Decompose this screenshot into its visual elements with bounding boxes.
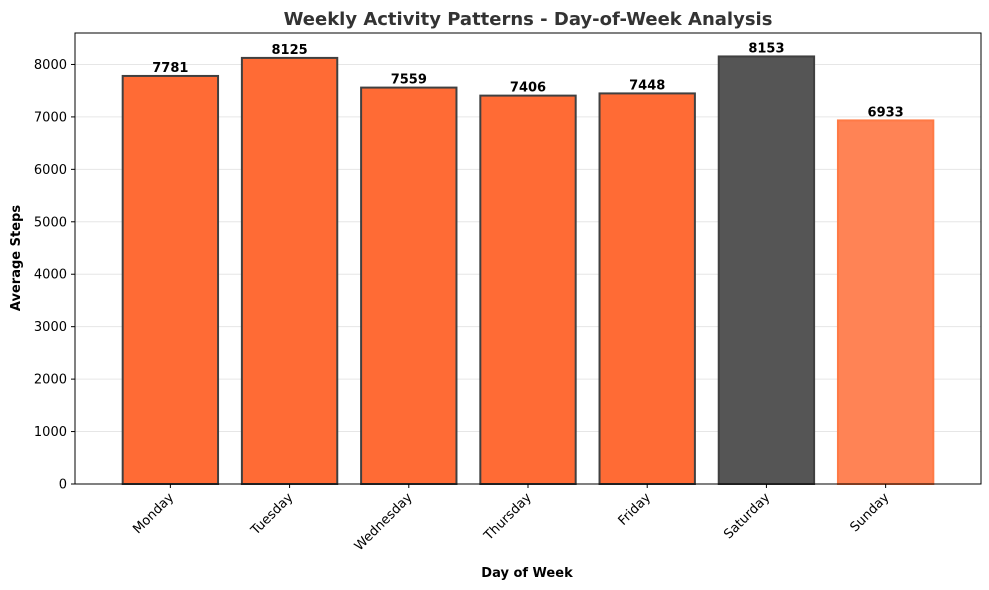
y-tick-label: 0: [59, 478, 67, 493]
x-tick-label: Thursday: [481, 490, 535, 544]
y-tick-label: 4000: [34, 268, 67, 283]
bar-thursday: [479, 94, 577, 486]
x-tick-label: Wednesday: [352, 490, 416, 554]
y-tick-label: 6000: [34, 163, 67, 178]
y-tick-label: 3000: [34, 320, 67, 335]
x-axis-label: Day of Week: [481, 566, 573, 581]
x-tick-label: Friday: [616, 490, 655, 529]
data-label: 7781: [152, 61, 188, 76]
x-tick-label: Sunday: [847, 490, 892, 535]
y-tick-label: 1000: [34, 425, 67, 440]
chart-title: Weekly Activity Patterns - Day-of-Week A…: [284, 9, 773, 30]
x-axis-ticks: Monday Tuesday Wednesday Thursday Friday Satu…: [130, 484, 893, 554]
x-tick-label: Tuesday: [248, 490, 297, 539]
bars: [121, 55, 935, 486]
y-tick-label: 8000: [34, 58, 67, 73]
x-tick-label: Monday: [130, 490, 177, 537]
bar-monday: [121, 74, 220, 485]
data-label: 8125: [271, 43, 307, 58]
data-label: 6933: [868, 105, 904, 120]
data-label: 7448: [629, 78, 665, 93]
bar-sunday: [836, 119, 935, 485]
y-tick-label: 5000: [34, 215, 67, 230]
x-tick-label: Saturday: [721, 490, 773, 542]
data-labels: 7781 8125 7559 7406 7448 8153 6933: [152, 41, 903, 120]
bar-tuesday: [240, 56, 339, 486]
bar-saturday: [717, 55, 816, 486]
bar-friday: [598, 92, 696, 485]
y-axis-ticks: 0 1000 2000 3000 4000 5000 6000 7000 8000: [34, 58, 75, 493]
y-axis-label: Average Steps: [9, 205, 24, 311]
y-tick-label: 7000: [34, 110, 67, 125]
data-label: 7406: [510, 81, 546, 96]
y-tick-label: 2000: [34, 373, 67, 388]
bar-wednesday: [360, 86, 458, 485]
data-label: 8153: [748, 41, 784, 56]
data-label: 7559: [391, 73, 427, 88]
